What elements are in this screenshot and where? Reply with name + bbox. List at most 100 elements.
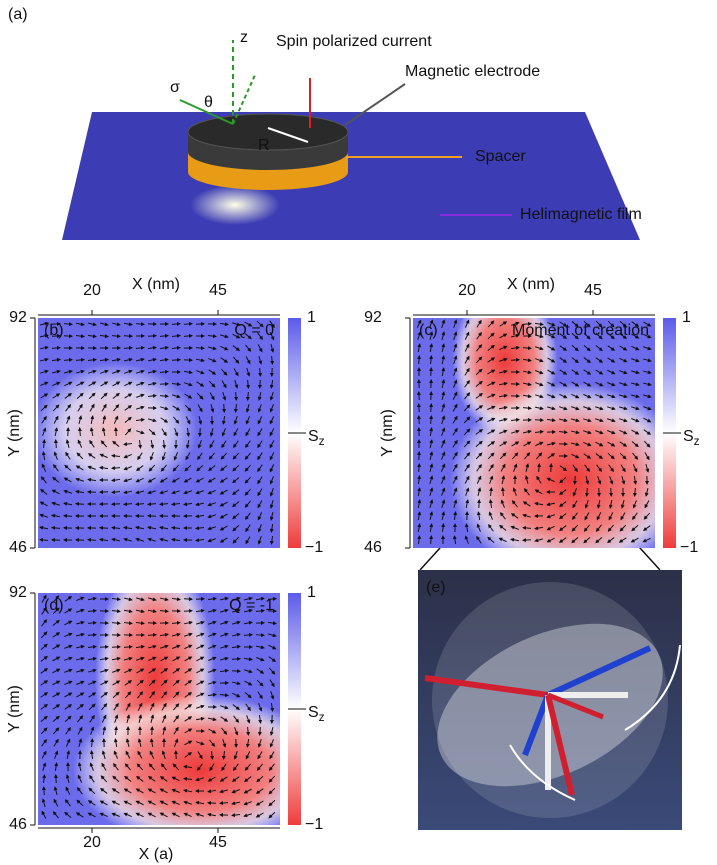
- y-title: Y (nm): [379, 409, 396, 457]
- spin-arrow: [100, 647, 108, 648]
- spin-arrow: [419, 416, 420, 424]
- colorbar-tick-label: −1: [305, 539, 323, 556]
- y-title: Y (nm): [6, 409, 23, 457]
- zoom-line: [640, 548, 660, 570]
- spin-arrow: [256, 635, 264, 636]
- colorbar-symbol: S: [683, 428, 694, 445]
- colorbar-tick-label: 1: [307, 584, 316, 601]
- spin-arrow: [184, 324, 192, 325]
- panel-e: [412, 570, 689, 830]
- x-tick-label: 45: [209, 834, 227, 851]
- spin-arrow: [172, 360, 180, 361]
- radius: R: [258, 137, 270, 154]
- spin-arrow: [148, 635, 156, 636]
- y-tick-label: 46: [9, 816, 27, 833]
- y-tick-label: 46: [364, 539, 382, 556]
- x-tick-label: 45: [584, 282, 602, 299]
- spin-arrow: [431, 368, 432, 376]
- spin-arrow: [248, 392, 249, 400]
- label: (a): [8, 6, 28, 23]
- colorbar-subscript: z: [319, 434, 325, 448]
- colorbar-label: Sz: [308, 428, 325, 448]
- y-tick-label: 92: [9, 584, 27, 601]
- sz-region: [450, 383, 690, 578]
- panel-label: (d): [44, 597, 64, 614]
- spin-arrow: [76, 504, 84, 505]
- spin-arrow: [100, 528, 108, 529]
- film: Helimagnetic film: [520, 206, 642, 223]
- zoom-line: [420, 548, 440, 570]
- spin-arrow: [148, 516, 156, 517]
- panel-note: Moment of creation: [512, 322, 649, 339]
- y-tick-label: 92: [364, 309, 382, 326]
- x-title: X (nm): [132, 276, 180, 293]
- spin-arrow: [224, 404, 225, 412]
- x-tick-label: 45: [209, 282, 227, 299]
- spin-arrow: [56, 440, 57, 448]
- spin-arrow: [419, 404, 420, 412]
- y-tick-label: 92: [9, 309, 27, 326]
- spin-arrow: [260, 380, 261, 388]
- colorbar-tick-label: −1: [680, 539, 698, 556]
- spin-arrow: [587, 488, 588, 496]
- spin-arrow: [232, 659, 240, 660]
- colorbar-subscript: z: [694, 434, 700, 448]
- spin-arrow: [184, 336, 192, 337]
- spin-arrow: [535, 420, 543, 421]
- x-tick-label: 20: [83, 282, 101, 299]
- colorbar-symbol: S: [308, 428, 319, 445]
- map: [33, 318, 281, 548]
- x-title: X (a): [139, 846, 174, 863]
- panel-label: (e): [426, 579, 446, 596]
- z-axis: z: [240, 29, 248, 46]
- spin-arrow: [64, 516, 72, 517]
- panel-note: Q = -1: [229, 597, 274, 614]
- spin-arrow: [160, 396, 168, 397]
- spin-arrow: [611, 488, 612, 496]
- colorbar-symbol: S: [308, 704, 319, 721]
- spin-arrow: [112, 468, 120, 469]
- panel-a: (a) z θ σ Spin polarized current Magnetic ele…: [8, 6, 642, 240]
- x-title: X (nm): [507, 276, 555, 293]
- map-panel: (b) Q = 0 20 45 X (nm) 92 46 Y (nm) 1 −1 Sz: [6, 276, 324, 556]
- sigma: σ: [170, 79, 180, 96]
- colorbar-tick-label: 1: [307, 309, 316, 326]
- spin-arrow: [220, 803, 228, 804]
- spin-arrow: [196, 348, 204, 349]
- spin-arrow: [236, 392, 237, 400]
- spin-arrow: [124, 504, 132, 505]
- spin-arrow: [112, 504, 120, 505]
- y-title: Y (nm): [6, 685, 23, 733]
- x-tick-label: 20: [458, 282, 476, 299]
- film-glow: [190, 185, 280, 225]
- spin-arrow: [64, 324, 72, 325]
- y-tick-label: 46: [9, 539, 27, 556]
- electrode: Magnetic electrode: [405, 63, 540, 80]
- panel-note: Q = 0: [234, 322, 274, 339]
- spin-arrow: [124, 348, 132, 349]
- colorbar-tick-label: 1: [682, 309, 691, 326]
- figure: (a) z θ σ Spin polarized current Magnetic ele…: [0, 0, 717, 865]
- spin-arrow: [523, 540, 531, 541]
- map-panel: (d) Q = -1 20 45 X (a) 92 46 Y (nm) 1 −1 Sz: [6, 553, 327, 864]
- theta: θ: [204, 94, 213, 111]
- sz-region: [33, 363, 198, 498]
- spin-arrow: [44, 787, 45, 795]
- spin-arrow: [148, 336, 156, 337]
- panel-label: (b): [44, 322, 64, 339]
- map: [38, 553, 328, 846]
- spin-arrow: [184, 611, 192, 612]
- current: Spin polarized current: [276, 33, 432, 50]
- colorbar-label: Sz: [683, 428, 700, 448]
- spin-arrow: [419, 356, 420, 364]
- x-tick-label: 20: [83, 834, 101, 851]
- panel-label: (c): [419, 322, 438, 339]
- spin-arrow: [419, 392, 420, 400]
- spin-arrow: [172, 324, 180, 325]
- spin-arrow: [232, 671, 240, 672]
- colorbar-label: Sz: [308, 704, 325, 724]
- spacer: Spacer: [475, 148, 526, 165]
- spin-arrow: [431, 404, 432, 412]
- colorbar-tick-label: −1: [305, 816, 323, 833]
- colorbar-subscript: z: [319, 710, 325, 724]
